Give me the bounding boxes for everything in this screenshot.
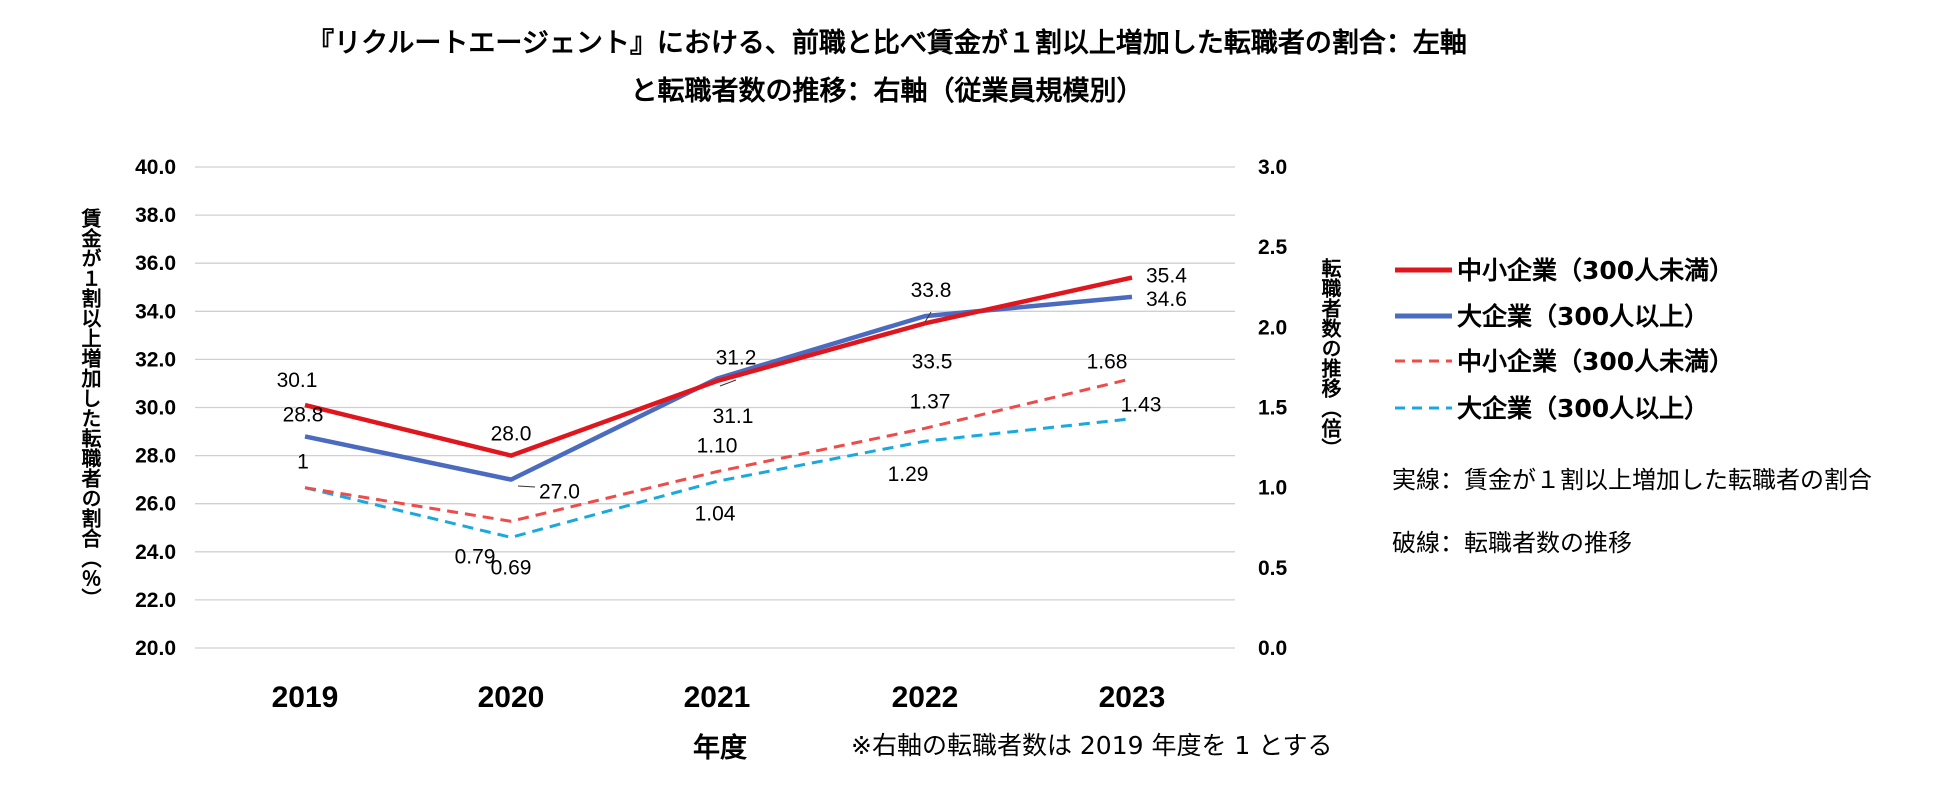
gridlines (195, 166, 1235, 649)
legend: 中小企業（300人未満） 大企業（300人以上） 中小企業（300人未満） 大企業（3… (1395, 256, 1734, 423)
series-lines (304, 275, 1133, 539)
leader-line (517, 485, 536, 488)
data-label: 1.29 (888, 463, 929, 486)
data-label: 27.0 (539, 481, 580, 504)
left-tick-label: 28.0 (135, 445, 176, 468)
data-label: 28.8 (283, 403, 324, 426)
legend-label-3: 大企業（300人以上） (1457, 394, 1709, 423)
left-tick-label: 36.0 (135, 252, 176, 275)
left-axis-ticks: 20.0 22.0 24.0 26.0 28.0 30.0 32.0 34.0 36.0 38.0… (135, 156, 176, 660)
left-axis-label: 賃金が１割以上増加した転職者の割合（％） (78, 207, 102, 608)
x-tick-label: 2022 (892, 681, 959, 714)
data-label: 31.1 (713, 405, 754, 428)
leader-line (924, 311, 932, 323)
data-label: 31.2 (716, 347, 757, 370)
left-tick-label: 34.0 (135, 300, 176, 323)
data-label: 35.4 (1146, 265, 1187, 288)
data-label: 28.0 (491, 423, 532, 446)
left-tick-label: 22.0 (135, 589, 176, 612)
left-tick-label: 38.0 (135, 204, 176, 227)
x-tick-label: 2019 (272, 681, 339, 714)
left-tick-label: 24.0 (135, 541, 176, 564)
right-tick-label: 0.0 (1258, 637, 1287, 660)
note-solid: 実線：賃金が１割以上増加した転職者の割合 (1392, 466, 1872, 494)
left-tick-label: 26.0 (135, 493, 176, 516)
left-tick-label: 30.0 (135, 397, 176, 420)
left-tick-label: 40.0 (135, 156, 176, 179)
right-tick-label: 1.0 (1258, 477, 1287, 500)
chart-title-line1: 『リクルートエージェント』における、前職と比べ賃金が１割以上増加した転職者の割合… (307, 27, 1467, 59)
data-label: 33.5 (912, 350, 953, 373)
data-label: 1.68 (1087, 351, 1128, 374)
legend-label-1: 大企業（300人以上） (1457, 302, 1709, 331)
data-label: 34.6 (1146, 288, 1187, 311)
data-label: 1 (297, 451, 309, 474)
x-tick-label: 2023 (1099, 681, 1166, 714)
data-label: 33.8 (911, 279, 952, 302)
legend-label-2: 中小企業（300人未満） (1457, 347, 1734, 376)
footnote: ※右軸の転職者数は 2019 年度を 1 とする (851, 731, 1333, 760)
data-label: 0.69 (491, 556, 532, 579)
chart-title-line2: と転職者数の推移：右軸（従業員規模別） (631, 76, 1144, 107)
note-dashed: 破線：転職者数の推移 (1392, 529, 1632, 557)
right-tick-label: 0.5 (1258, 557, 1288, 580)
left-tick-label: 20.0 (135, 637, 176, 660)
right-tick-label: 3.0 (1258, 156, 1287, 179)
right-axis-ticks: 0.0 0.5 1.0 1.5 2.0 2.5 3.0 (1258, 156, 1288, 660)
legend-label-0: 中小企業（300人未満） (1457, 256, 1734, 285)
leader-line (719, 379, 737, 387)
data-label: 30.1 (277, 369, 318, 392)
left-tick-label: 32.0 (135, 348, 176, 371)
series-line-2 (304, 377, 1133, 523)
series-line-0 (304, 275, 1133, 458)
data-labels: 30.1 28.0 31.1 33.5 35.4 28.8 27.0 31.2 33.8 34.6… (277, 265, 1188, 580)
right-tick-label: 2.5 (1258, 236, 1288, 259)
data-label: 1.43 (1121, 394, 1162, 417)
data-label: 0.79 (455, 545, 496, 568)
x-tick-label: 2021 (684, 681, 751, 714)
series-line-3 (304, 417, 1133, 539)
right-tick-label: 2.0 (1258, 316, 1287, 339)
x-tick-label: 2020 (478, 681, 545, 714)
right-axis-label: 転職者数の推移（倍） (1318, 258, 1342, 458)
data-label: 1.37 (910, 390, 951, 413)
x-axis-ticks: 2019 2020 2021 2022 2023 (272, 681, 1166, 714)
right-tick-label: 1.5 (1258, 397, 1288, 420)
data-label: 1.04 (695, 502, 736, 525)
data-label: 1.10 (697, 435, 738, 458)
x-axis-label: 年度 (693, 732, 747, 764)
